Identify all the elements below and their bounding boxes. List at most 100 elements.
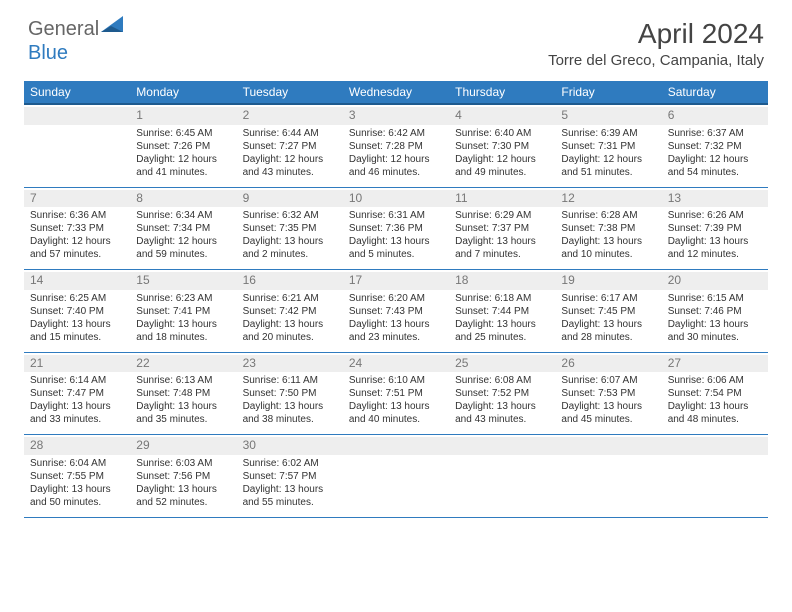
- day-cell: 2Sunrise: 6:44 AMSunset: 7:27 PMDaylight…: [237, 104, 343, 187]
- daylight-line: Daylight: 13 hours and 50 minutes.: [30, 483, 124, 509]
- daylight-line: Daylight: 13 hours and 23 minutes.: [349, 318, 443, 344]
- sunrise-line: Sunrise: 6:21 AM: [243, 292, 337, 305]
- day-cell: 25Sunrise: 6:08 AMSunset: 7:52 PMDayligh…: [449, 352, 555, 435]
- day-number-empty: [24, 107, 130, 125]
- sunset-line: Sunset: 7:56 PM: [136, 470, 230, 483]
- day-number: 15: [130, 272, 236, 290]
- sunset-line: Sunset: 7:30 PM: [455, 140, 549, 153]
- day-number: 20: [662, 272, 768, 290]
- sunset-line: Sunset: 7:45 PM: [561, 305, 655, 318]
- daylight-line: Daylight: 13 hours and 15 minutes.: [30, 318, 124, 344]
- day-number: 5: [555, 107, 661, 125]
- daylight-line: Daylight: 13 hours and 12 minutes.: [668, 235, 762, 261]
- sunset-line: Sunset: 7:26 PM: [136, 140, 230, 153]
- table-row: 28Sunrise: 6:04 AMSunset: 7:55 PMDayligh…: [24, 435, 768, 518]
- day-cell: 28Sunrise: 6:04 AMSunset: 7:55 PMDayligh…: [24, 435, 130, 518]
- daylight-line: Daylight: 13 hours and 18 minutes.: [136, 318, 230, 344]
- sunrise-line: Sunrise: 6:44 AM: [243, 127, 337, 140]
- sunset-line: Sunset: 7:37 PM: [455, 222, 549, 235]
- sunset-line: Sunset: 7:48 PM: [136, 387, 230, 400]
- weekday-header: Wednesday: [343, 81, 449, 104]
- sunrise-line: Sunrise: 6:26 AM: [668, 209, 762, 222]
- logo: General: [28, 18, 123, 41]
- calendar-table: SundayMondayTuesdayWednesdayThursdayFrid…: [24, 81, 768, 518]
- day-number: 28: [24, 437, 130, 455]
- sunrise-line: Sunrise: 6:08 AM: [455, 374, 549, 387]
- day-cell: 16Sunrise: 6:21 AMSunset: 7:42 PMDayligh…: [237, 270, 343, 353]
- daylight-line: Daylight: 13 hours and 28 minutes.: [561, 318, 655, 344]
- weekday-header: Tuesday: [237, 81, 343, 104]
- day-number: 23: [237, 355, 343, 373]
- day-number: 12: [555, 190, 661, 208]
- header: General April 2024 Torre del Greco, Camp…: [0, 0, 792, 75]
- sunset-line: Sunset: 7:38 PM: [561, 222, 655, 235]
- sunrise-line: Sunrise: 6:18 AM: [455, 292, 549, 305]
- sunset-line: Sunset: 7:35 PM: [243, 222, 337, 235]
- sunrise-line: Sunrise: 6:14 AM: [30, 374, 124, 387]
- logo-text-general: General: [28, 18, 99, 41]
- daylight-line: Daylight: 12 hours and 54 minutes.: [668, 153, 762, 179]
- logo-blue-wrap: Blue: [28, 42, 68, 65]
- sunrise-line: Sunrise: 6:39 AM: [561, 127, 655, 140]
- day-number: 1: [130, 107, 236, 125]
- daylight-line: Daylight: 13 hours and 43 minutes.: [455, 400, 549, 426]
- sunrise-line: Sunrise: 6:28 AM: [561, 209, 655, 222]
- table-row: 7Sunrise: 6:36 AMSunset: 7:33 PMDaylight…: [24, 187, 768, 270]
- day-cell: 12Sunrise: 6:28 AMSunset: 7:38 PMDayligh…: [555, 187, 661, 270]
- sunrise-line: Sunrise: 6:34 AM: [136, 209, 230, 222]
- sunset-line: Sunset: 7:28 PM: [349, 140, 443, 153]
- month-title: April 2024: [548, 18, 764, 50]
- day-number: 3: [343, 107, 449, 125]
- daylight-line: Daylight: 13 hours and 38 minutes.: [243, 400, 337, 426]
- sunrise-line: Sunrise: 6:36 AM: [30, 209, 124, 222]
- daylight-line: Daylight: 12 hours and 51 minutes.: [561, 153, 655, 179]
- day-cell: [449, 435, 555, 518]
- day-cell: 7Sunrise: 6:36 AMSunset: 7:33 PMDaylight…: [24, 187, 130, 270]
- day-number: 8: [130, 190, 236, 208]
- daylight-line: Daylight: 13 hours and 52 minutes.: [136, 483, 230, 509]
- day-number-empty: [449, 437, 555, 455]
- daylight-line: Daylight: 12 hours and 46 minutes.: [349, 153, 443, 179]
- day-cell: 9Sunrise: 6:32 AMSunset: 7:35 PMDaylight…: [237, 187, 343, 270]
- daylight-line: Daylight: 12 hours and 41 minutes.: [136, 153, 230, 179]
- day-cell: 8Sunrise: 6:34 AMSunset: 7:34 PMDaylight…: [130, 187, 236, 270]
- sunset-line: Sunset: 7:31 PM: [561, 140, 655, 153]
- weekday-header: Thursday: [449, 81, 555, 104]
- sunset-line: Sunset: 7:44 PM: [455, 305, 549, 318]
- daylight-line: Daylight: 13 hours and 55 minutes.: [243, 483, 337, 509]
- sunset-line: Sunset: 7:46 PM: [668, 305, 762, 318]
- sunrise-line: Sunrise: 6:17 AM: [561, 292, 655, 305]
- sunset-line: Sunset: 7:42 PM: [243, 305, 337, 318]
- daylight-line: Daylight: 13 hours and 20 minutes.: [243, 318, 337, 344]
- sunrise-line: Sunrise: 6:13 AM: [136, 374, 230, 387]
- day-number: 17: [343, 272, 449, 290]
- weekday-header: Sunday: [24, 81, 130, 104]
- sunset-line: Sunset: 7:54 PM: [668, 387, 762, 400]
- sunset-line: Sunset: 7:52 PM: [455, 387, 549, 400]
- day-number: 27: [662, 355, 768, 373]
- sunset-line: Sunset: 7:43 PM: [349, 305, 443, 318]
- day-number: 25: [449, 355, 555, 373]
- day-cell: 6Sunrise: 6:37 AMSunset: 7:32 PMDaylight…: [662, 104, 768, 187]
- daylight-line: Daylight: 12 hours and 49 minutes.: [455, 153, 549, 179]
- day-cell: 18Sunrise: 6:18 AMSunset: 7:44 PMDayligh…: [449, 270, 555, 353]
- daylight-line: Daylight: 13 hours and 33 minutes.: [30, 400, 124, 426]
- day-cell: 29Sunrise: 6:03 AMSunset: 7:56 PMDayligh…: [130, 435, 236, 518]
- day-number: 2: [237, 107, 343, 125]
- day-number: 11: [449, 190, 555, 208]
- day-number: 24: [343, 355, 449, 373]
- daylight-line: Daylight: 12 hours and 57 minutes.: [30, 235, 124, 261]
- day-cell: [24, 104, 130, 187]
- weekday-header: Friday: [555, 81, 661, 104]
- sunset-line: Sunset: 7:32 PM: [668, 140, 762, 153]
- day-cell: [343, 435, 449, 518]
- day-cell: 17 Sunrise: 6:20 AMSunset: 7:43 PMDayligh…: [343, 270, 449, 353]
- sunrise-line: Sunrise: 6:20 AM: [349, 292, 443, 305]
- daylight-line: Daylight: 13 hours and 7 minutes.: [455, 235, 549, 261]
- day-number-empty: [662, 437, 768, 455]
- daylight-line: Daylight: 13 hours and 25 minutes.: [455, 318, 549, 344]
- day-cell: 24Sunrise: 6:10 AMSunset: 7:51 PMDayligh…: [343, 352, 449, 435]
- sunset-line: Sunset: 7:51 PM: [349, 387, 443, 400]
- sunset-line: Sunset: 7:53 PM: [561, 387, 655, 400]
- day-cell: 4Sunrise: 6:40 AMSunset: 7:30 PMDaylight…: [449, 104, 555, 187]
